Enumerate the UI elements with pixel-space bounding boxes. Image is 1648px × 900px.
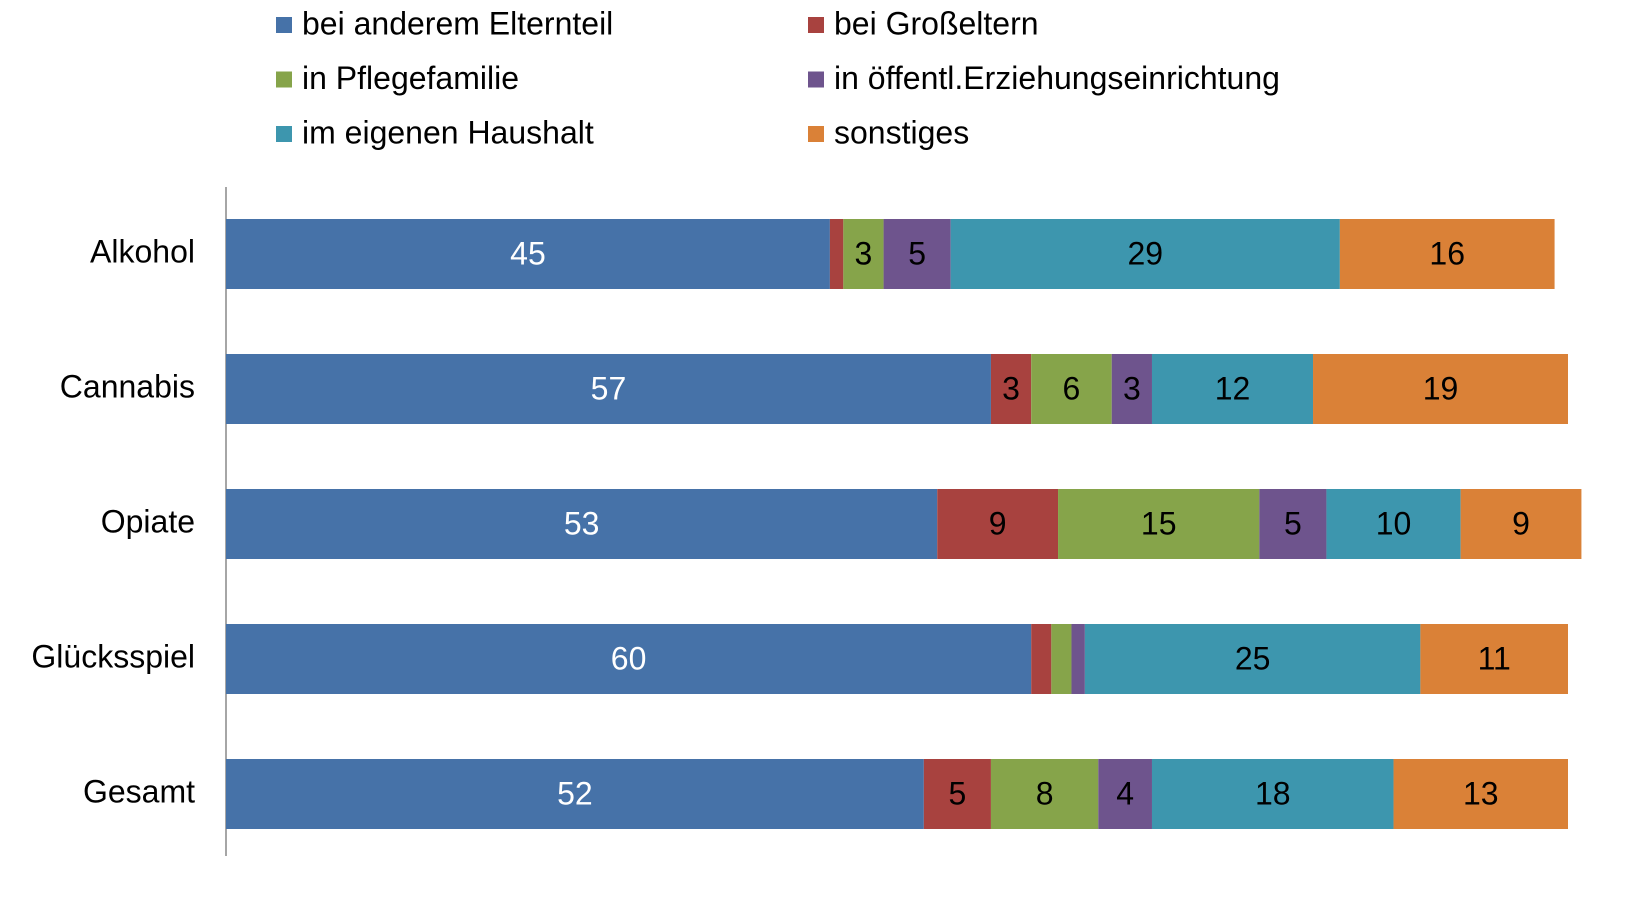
y-tick-label: Opiate (101, 503, 195, 539)
bar-segment (1151, 354, 1314, 424)
data-label: 11 (1478, 640, 1511, 676)
legend-label: sonstiges (834, 114, 969, 150)
data-label: 13 (1463, 775, 1499, 811)
bar-segment (1259, 489, 1327, 559)
legend-swatch (808, 71, 824, 88)
bar-segment (990, 759, 1099, 829)
bar-segment (1071, 624, 1085, 694)
data-label: 19 (1423, 370, 1459, 406)
data-label: 5 (908, 235, 926, 271)
data-label: 3 (1002, 370, 1020, 406)
data-label: 29 (1127, 235, 1163, 271)
bar-segment (990, 354, 1032, 424)
data-label: 5 (948, 775, 966, 811)
data-label: 25 (1235, 640, 1271, 676)
bar-segment (226, 624, 1032, 694)
y-tick-label: Glücksspiel (31, 638, 195, 674)
legend-label: in öffentl.Erziehungseinrichtung (834, 60, 1280, 96)
legend-swatch (808, 17, 824, 33)
data-label: 8 (1036, 775, 1054, 811)
bar-segment (923, 759, 991, 829)
bar-segment (843, 219, 884, 289)
bar-segment (829, 219, 844, 289)
legend-swatch (276, 126, 292, 142)
y-tick-label: Gesamt (83, 773, 195, 809)
data-label: 5 (1284, 505, 1302, 541)
bar-segment (883, 219, 951, 289)
legend-label: im eigenen Haushalt (302, 114, 594, 150)
legend-swatch (808, 126, 824, 142)
data-label: 60 (611, 640, 647, 676)
bar-segment (1326, 489, 1461, 559)
data-label: 16 (1429, 235, 1465, 271)
bar-segment (1031, 354, 1112, 424)
bar-segment (1313, 354, 1568, 424)
bar-segment (1151, 759, 1394, 829)
bar-segment (1058, 489, 1260, 559)
y-tick-label: Cannabis (60, 368, 195, 404)
bar-segment (1393, 759, 1568, 829)
bar-segment (950, 219, 1340, 289)
legend-swatch (276, 17, 292, 33)
data-label: 9 (1512, 505, 1530, 541)
data-label: 4 (1116, 775, 1134, 811)
data-label: 15 (1141, 505, 1177, 541)
legend-label: bei Großeltern (834, 5, 1039, 41)
data-label: 9 (989, 505, 1007, 541)
bar-segment (1420, 624, 1568, 694)
data-label: 53 (564, 505, 600, 541)
data-label: 45 (510, 235, 546, 271)
bar-segment (226, 489, 938, 559)
bar-segment (1031, 624, 1052, 694)
data-label: 3 (855, 235, 873, 271)
bar-segment (1339, 219, 1555, 289)
legend-label: bei anderem Elternteil (302, 5, 613, 41)
data-label: 3 (1123, 370, 1141, 406)
legend-label: in Pflegefamilie (302, 60, 519, 96)
bar-segment (226, 219, 830, 289)
data-label: 18 (1255, 775, 1291, 811)
y-tick-label: Alkohol (90, 233, 195, 269)
bar-segment (226, 759, 924, 829)
bar-segment (937, 489, 1059, 559)
data-label: 12 (1215, 370, 1251, 406)
data-label: 57 (591, 370, 627, 406)
bar-segment (1051, 624, 1072, 694)
bar-segment (1098, 759, 1152, 829)
data-label: 52 (557, 775, 593, 811)
bar-segment (226, 354, 991, 424)
data-label: 10 (1376, 505, 1412, 541)
legend-swatch (276, 71, 292, 88)
bar-segment (1084, 624, 1421, 694)
bar-segment (1460, 489, 1582, 559)
bar-segment (1111, 354, 1152, 424)
data-label: 6 (1063, 370, 1081, 406)
